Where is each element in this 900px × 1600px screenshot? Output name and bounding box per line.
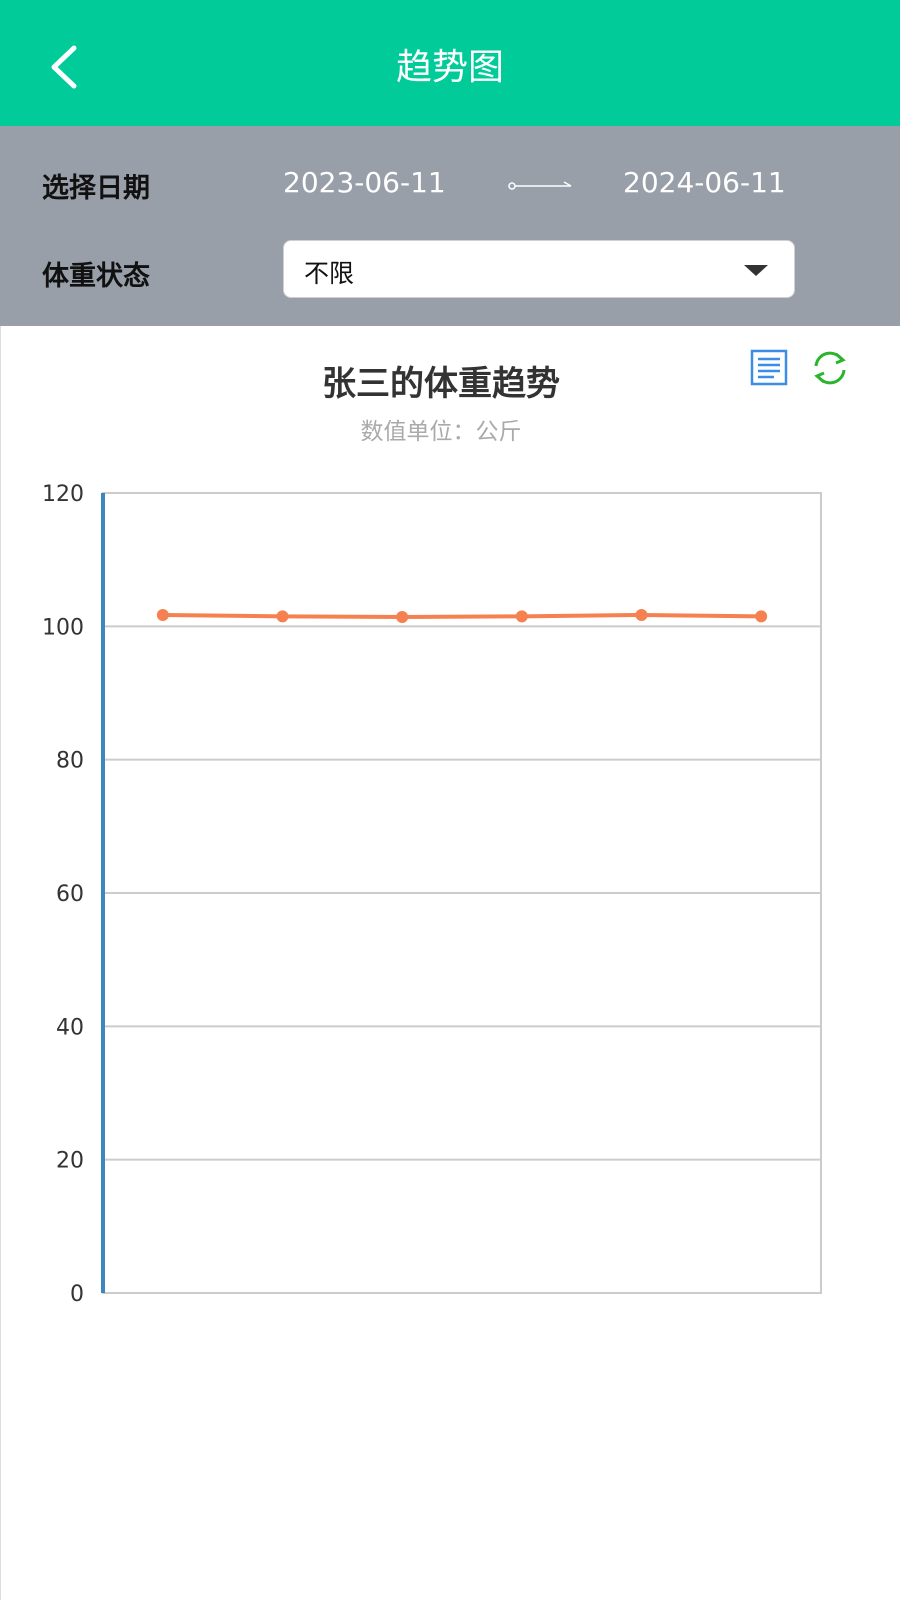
weight-status-select[interactable]: 不限 [283, 240, 795, 298]
refresh-icon[interactable] [810, 348, 850, 388]
divider [0, 326, 1, 1600]
y-tick-label: 100 [42, 615, 84, 640]
chart-title: 张三的体重趋势 [322, 364, 560, 404]
data-point [156, 609, 169, 621]
series-line [162, 612, 762, 620]
data-point [755, 610, 768, 623]
y-tick-label: 80 [56, 749, 84, 774]
weight-status-label: 体重状态 [42, 261, 150, 292]
start-date-picker[interactable]: 2023-06-11 [283, 166, 446, 199]
y-tick-label: 120 [42, 482, 84, 507]
date-label: 选择日期 [42, 173, 150, 204]
plot-frame [102, 492, 822, 1294]
filter-panel: 选择日期 2023-06-11 2024-06-11 体重状态 不限 [0, 126, 900, 326]
app-header: 趋势图 [0, 0, 900, 126]
back-chevron-icon[interactable] [44, 44, 84, 90]
y-tick-label: 60 [56, 882, 84, 907]
data-point [635, 609, 648, 621]
y-tick-label: 20 [56, 1149, 84, 1174]
range-arrow-icon [508, 181, 572, 190]
chart-subtitle: 数值单位：公斤 [360, 419, 522, 445]
data-point [515, 610, 528, 623]
y-tick-label: 0 [70, 1282, 84, 1307]
page-title: 趋势图 [395, 47, 504, 88]
end-date-picker[interactable]: 2024-06-11 [623, 166, 786, 199]
data-view-icon[interactable] [750, 348, 790, 388]
data-point [396, 611, 409, 623]
y-tick-label: 40 [56, 1015, 84, 1040]
data-point [276, 610, 289, 623]
weight-status-value: 不限 [304, 259, 355, 288]
caret-down-icon [744, 265, 768, 276]
